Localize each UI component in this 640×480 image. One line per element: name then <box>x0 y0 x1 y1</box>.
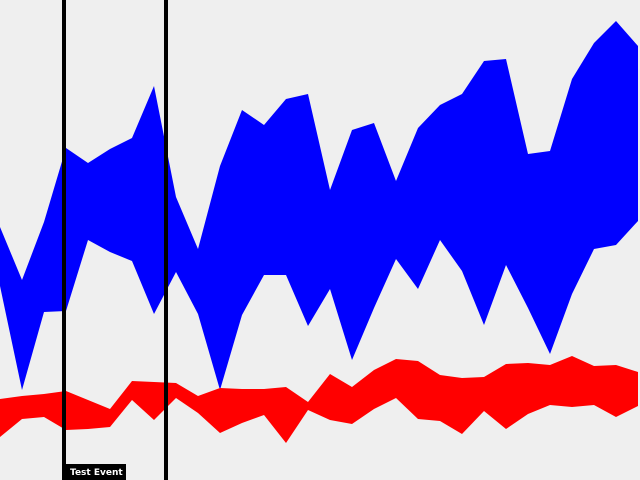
event-label-background <box>64 464 126 480</box>
series-2-band <box>0 356 638 443</box>
event-line-2 <box>164 0 168 480</box>
series-layer <box>0 21 638 443</box>
event-line-1 <box>62 0 66 480</box>
event-label: Test Event <box>70 468 123 478</box>
series-1-band <box>0 21 638 390</box>
event-layer: Test Event <box>62 0 168 480</box>
